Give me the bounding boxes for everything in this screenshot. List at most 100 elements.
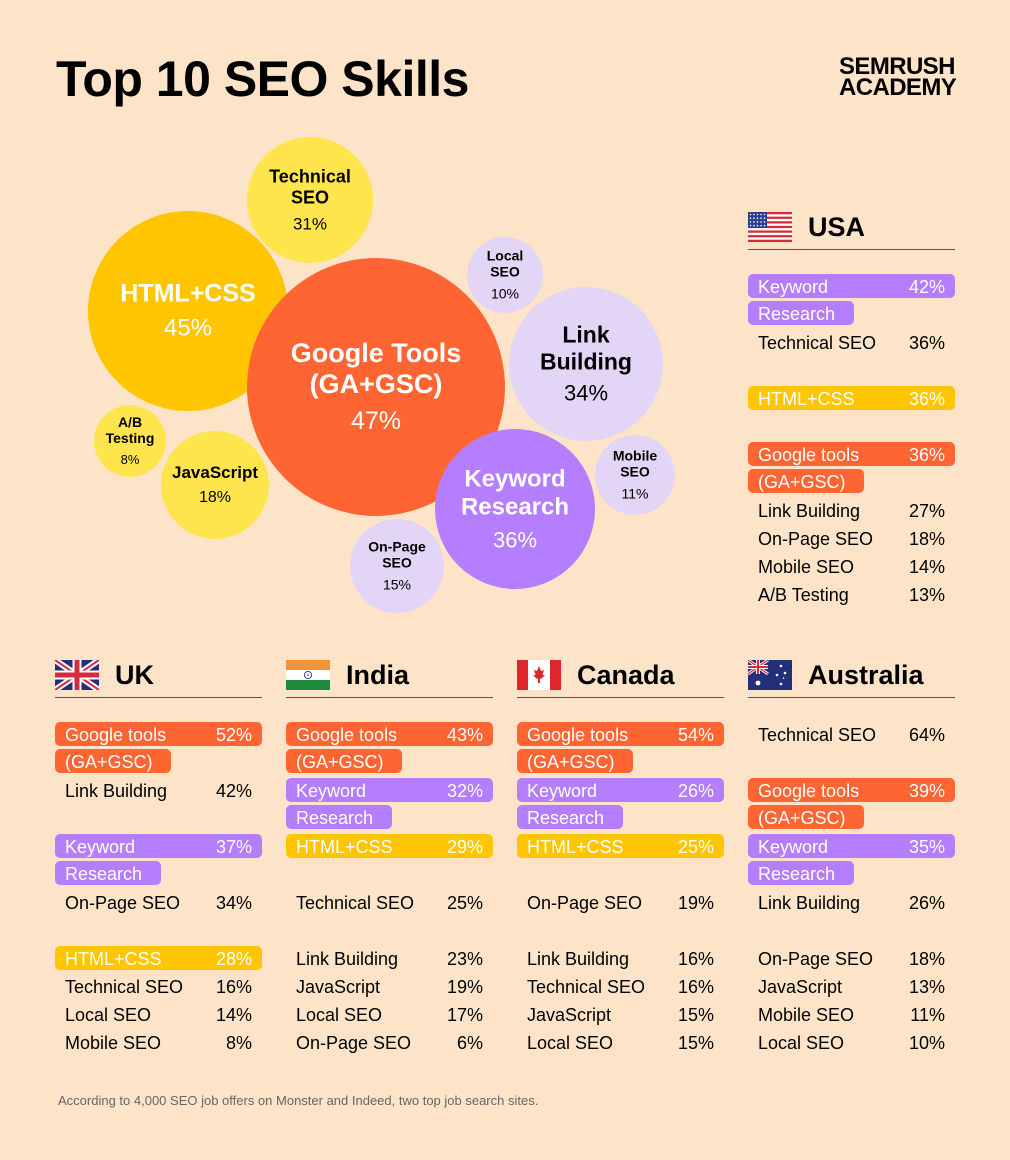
skill-name: Mobile SEO	[758, 557, 855, 577]
skill-percent: 13%	[908, 585, 945, 605]
skill-percent: 27%	[908, 501, 945, 521]
bubble-label-html-css: HTML+CSS 45%	[120, 280, 255, 343]
skill-name: On-Page SEO	[758, 949, 874, 969]
brand-logo-line2: ACADEMY	[839, 74, 957, 101]
country-header: Canada	[517, 653, 724, 698]
country-panel-canada: Canada Google tools (GA+GSC) 54% Keyword Rese…	[517, 653, 724, 1053]
highlight-bar	[286, 778, 493, 802]
skill-row: Mobile SEO 14%	[748, 554, 955, 582]
skill-name: Keyword	[296, 781, 367, 801]
bubble-label-text: A/B	[117, 414, 143, 431]
skill-row: HTML+CSS 25%	[517, 834, 724, 862]
skill-row: Technical SEO 64%	[748, 722, 955, 750]
skill-percent: 15%	[677, 1005, 714, 1025]
bubble-label-on-page-seo: On-Page SEO 15%	[368, 539, 426, 594]
skill-percent: 36%	[908, 389, 945, 409]
skill-name: Technical SEO	[758, 725, 877, 745]
skill-row: Local SEO 15%	[517, 1030, 724, 1058]
skill-percent: 23%	[446, 949, 483, 969]
skill-name: JavaScript	[296, 977, 381, 997]
bubble-label-text: Mobile	[612, 447, 658, 464]
skill-name: Technical SEO	[758, 333, 877, 353]
skill-name: HTML+CSS	[527, 837, 624, 857]
bubble-keyword-research	[435, 429, 595, 589]
skill-percent: 42%	[908, 277, 945, 297]
bubble-label-keyword-research: Keyword Research 36%	[461, 465, 569, 552]
highlight-bar	[55, 861, 161, 885]
skill-name: JavaScript	[527, 1005, 612, 1025]
bubble-label-text: SEO	[290, 187, 330, 208]
skill-row: Google tools (GA+GSC) 36%	[748, 442, 955, 493]
skill-row: Google tools (GA+GSC) 43%	[286, 722, 493, 773]
country-panel-usa: USA Keyword Research 42% Technical SEO 36% HTM…	[748, 205, 955, 605]
bubble-on-page-seo	[350, 519, 444, 613]
skill-name: (GA+GSC)	[758, 472, 846, 492]
skill-name: Local SEO	[758, 1033, 845, 1053]
skill-name: Research	[758, 864, 836, 884]
skill-name: Keyword	[758, 837, 829, 857]
skill-percent: 25%	[677, 837, 714, 857]
bubble-javascript	[161, 431, 269, 539]
skill-percent: 64%	[908, 725, 945, 745]
highlight-bar	[517, 805, 623, 829]
skill-percent: 19%	[677, 893, 714, 913]
skill-name: HTML+CSS	[65, 949, 162, 969]
skill-row: Keyword Research 42%	[748, 274, 955, 325]
highlight-bar	[748, 469, 864, 493]
australia-flag-icon	[747, 658, 792, 690]
skill-row: HTML+CSS 36%	[748, 386, 955, 414]
bubble-label-google-tools-ga-gsc: Google Tools (GA+GSC) 47%	[291, 338, 462, 436]
bubble-value: 45%	[163, 314, 213, 342]
skill-percent: 26%	[677, 781, 714, 801]
skill-percent: 54%	[677, 725, 714, 745]
skill-name: HTML+CSS	[758, 389, 855, 409]
bubble-technical-seo	[247, 137, 373, 263]
bubble-value: 11%	[621, 486, 649, 503]
skill-name: Google tools	[758, 445, 860, 465]
bubble-html-css	[88, 211, 288, 411]
skill-name: Keyword	[527, 781, 598, 801]
bubble-label-text: Local	[486, 247, 524, 264]
skill-row: Link Building 27%	[748, 498, 955, 526]
bubble-label-text: Testing	[105, 430, 155, 447]
bubble-label-text: HTML+CSS	[120, 279, 256, 308]
bubble-label-local-seo: Local SEO 10%	[487, 248, 524, 303]
skill-percent: 8%	[225, 1033, 252, 1053]
highlight-bar	[748, 778, 955, 802]
skill-row: Link Building 23%	[286, 946, 493, 974]
skill-name: (GA+GSC)	[527, 752, 615, 772]
skill-name: (GA+GSC)	[65, 752, 153, 772]
highlight-bar	[55, 749, 171, 773]
skill-row: Technical SEO 25%	[286, 890, 493, 918]
skill-row: Local SEO 10%	[748, 1030, 955, 1058]
country-header: India	[286, 653, 493, 698]
skill-name: Mobile SEO	[758, 1005, 855, 1025]
highlight-bar	[517, 834, 724, 858]
skill-name: Google tools	[65, 725, 167, 745]
highlight-bar	[748, 805, 864, 829]
skill-row: On-Page SEO 6%	[286, 1030, 493, 1058]
skill-percent: 35%	[908, 837, 945, 857]
skill-name: Technical SEO	[527, 977, 646, 997]
skill-row: Technical SEO 16%	[517, 974, 724, 1002]
country-name: Australia	[808, 659, 924, 690]
skill-percent: 13%	[908, 977, 945, 997]
bubble-label-text: Google Tools	[290, 338, 462, 369]
skill-percent: 36%	[908, 445, 945, 465]
bubble-label-text: Keyword	[464, 465, 566, 493]
skill-row: HTML+CSS 29%	[286, 834, 493, 862]
skill-name: Google tools	[527, 725, 629, 745]
bubble-label-a-b-testing: A/B Testing 8%	[106, 414, 155, 468]
skill-row: A/B Testing 13%	[748, 582, 955, 610]
skill-row: Technical SEO 16%	[55, 974, 262, 1002]
highlight-bar	[748, 442, 955, 466]
skill-row: On-Page SEO 18%	[748, 526, 955, 554]
bubble-value: 8%	[120, 452, 140, 468]
country-header: Australia	[747, 653, 955, 698]
skill-percent: 16%	[677, 949, 714, 969]
skill-name: (GA+GSC)	[296, 752, 384, 772]
bubble-label-technical-seo: Technical SEO 31%	[269, 166, 351, 233]
skill-percent: 29%	[446, 837, 483, 857]
highlight-bar	[55, 722, 262, 746]
highlight-bar	[517, 722, 724, 746]
